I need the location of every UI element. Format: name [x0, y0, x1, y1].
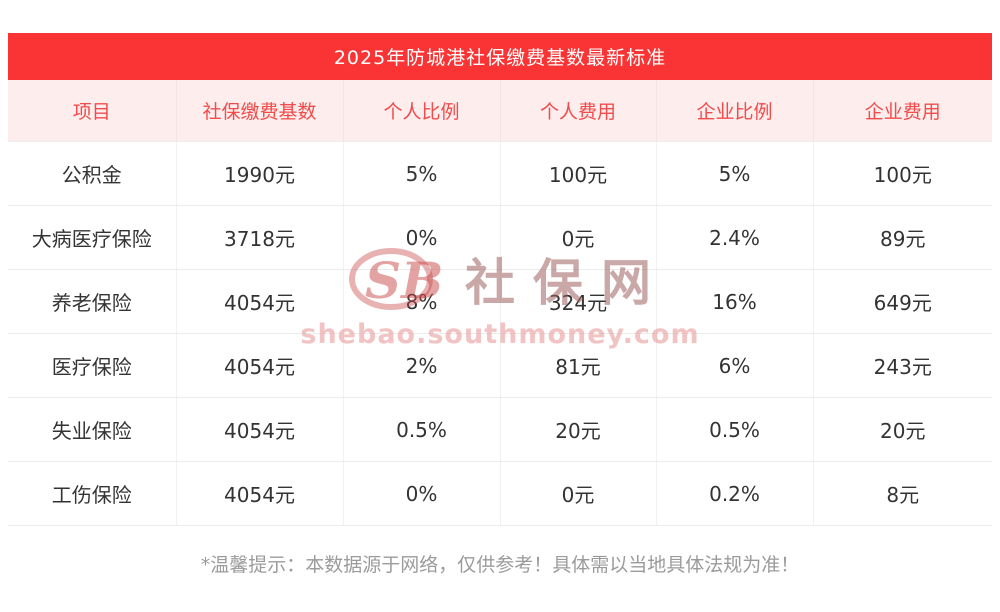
- table-cell: 2%: [343, 333, 501, 398]
- table-row: 失业保险 4054元 0.5% 20元 0.5% 20元: [8, 397, 992, 462]
- table-row: 工伤保险 4054元 0% 0元 0.2% 8元: [8, 461, 992, 526]
- table-cell: 4054元: [176, 333, 344, 398]
- table-row: 养老保险 4054元 8% 324元 16% 649元: [8, 269, 992, 334]
- table-cell: 324元: [500, 269, 657, 334]
- table-cell: 20元: [500, 397, 657, 462]
- table-cell: 养老保险: [8, 269, 177, 334]
- table-cell: 81元: [500, 333, 657, 398]
- table-cell: 100元: [813, 141, 992, 206]
- table-cell: 8%: [343, 269, 501, 334]
- column-header-item: 项目: [8, 80, 177, 142]
- table-cell: 公积金: [8, 141, 177, 206]
- table-cell: 2.4%: [656, 205, 814, 270]
- table-cell: 0元: [500, 205, 657, 270]
- header-row: 项目 社保缴费基数 个人比例 个人费用 企业比例 企业费用: [8, 80, 992, 142]
- table-cell: 工伤保险: [8, 461, 177, 526]
- table-cell: 4054元: [176, 397, 344, 462]
- table-row: 医疗保险 4054元 2% 81元 6% 243元: [8, 333, 992, 398]
- social-security-table-card: 2025年防城港社保缴费基数最新标准 项目 社保缴费基数 个人比例 个人费用 企…: [8, 33, 992, 577]
- table-cell: 0元: [500, 461, 657, 526]
- footer-note: *温馨提示：本数据源于网络，仅供参考！具体需以当地具体法规为准！: [200, 554, 800, 576]
- table-cell: 大病医疗保险: [8, 205, 177, 270]
- table-cell: 医疗保险: [8, 333, 177, 398]
- table-cell: 5%: [656, 141, 814, 206]
- table-cell: 失业保险: [8, 397, 177, 462]
- table-row: 公积金 1990元 5% 100元 5% 100元: [8, 141, 992, 206]
- table-cell: 100元: [500, 141, 657, 206]
- table-cell: 16%: [656, 269, 814, 334]
- table-cell: 6%: [656, 333, 814, 398]
- table-cell: 8元: [813, 461, 992, 526]
- column-header-company-fee: 企业费用: [813, 80, 992, 142]
- table-cell: 5%: [343, 141, 501, 206]
- table-cell: 4054元: [176, 461, 344, 526]
- social-security-table: 项目 社保缴费基数 个人比例 个人费用 企业比例 企业费用 公积金 1990元 …: [8, 80, 992, 526]
- table-title-bar: 2025年防城港社保缴费基数最新标准: [8, 33, 992, 80]
- column-header-base: 社保缴费基数: [176, 80, 344, 142]
- column-header-company-ratio: 企业比例: [656, 80, 814, 142]
- page-title: 2025年防城港社保缴费基数最新标准: [333, 47, 667, 69]
- table-cell: 20元: [813, 397, 992, 462]
- table-row: 大病医疗保险 3718元 0% 0元 2.4% 89元: [8, 205, 992, 270]
- table-cell: 0.2%: [656, 461, 814, 526]
- column-header-personal-ratio: 个人比例: [343, 80, 501, 142]
- table-cell: 649元: [813, 269, 992, 334]
- table-cell: 1990元: [176, 141, 344, 206]
- table-cell: 89元: [813, 205, 992, 270]
- table-cell: 0.5%: [343, 397, 501, 462]
- table-cell: 0%: [343, 461, 501, 526]
- table-cell: 4054元: [176, 269, 344, 334]
- table-cell: 3718元: [176, 205, 344, 270]
- table-cell: 0%: [343, 205, 501, 270]
- table-cell: 0.5%: [656, 397, 814, 462]
- table-cell: 243元: [813, 333, 992, 398]
- column-header-personal-fee: 个人费用: [500, 80, 657, 142]
